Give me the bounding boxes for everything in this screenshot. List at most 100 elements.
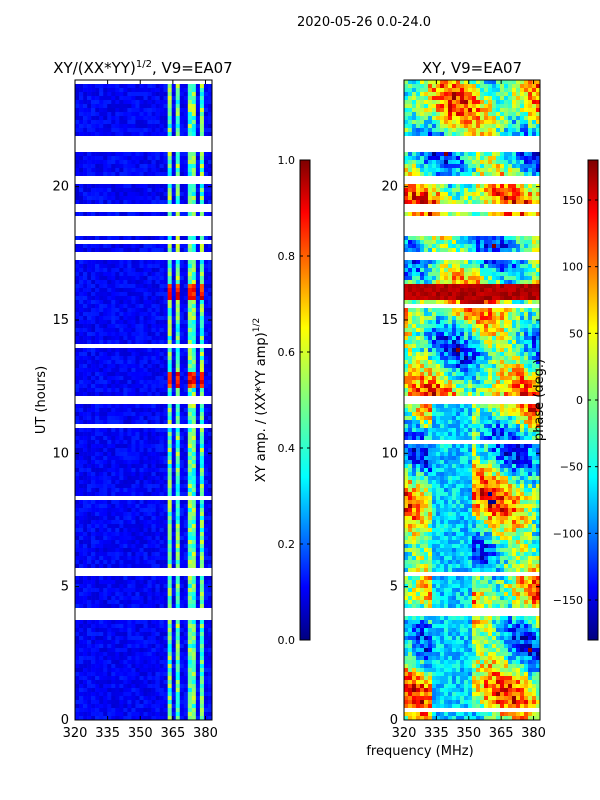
left-heatmap-cell xyxy=(179,168,185,173)
left-heatmap-cell xyxy=(171,284,177,289)
left-heatmap-cell xyxy=(111,172,116,177)
left-heatmap-cell xyxy=(87,112,92,117)
left-heatmap-cell xyxy=(91,244,96,249)
left-heatmap-cell xyxy=(119,148,124,153)
left-heatmap-cell xyxy=(151,620,156,625)
left-heatmap-cell xyxy=(203,176,209,181)
left-heatmap-cell xyxy=(131,472,136,477)
left-heatmap-cell xyxy=(159,156,164,161)
left-heatmap-cell xyxy=(103,380,108,385)
left-heatmap-cell xyxy=(103,232,108,237)
left-heatmap-cell xyxy=(179,444,185,449)
left-heatmap-cell xyxy=(119,304,124,309)
left-heatmap-cell xyxy=(123,364,128,369)
left-heatmap-cell xyxy=(179,264,185,269)
left-heatmap-cell xyxy=(103,84,108,89)
left-heatmap-cell xyxy=(87,284,92,289)
left-heatmap-cell xyxy=(183,504,189,509)
left-heatmap-cell xyxy=(143,140,148,145)
left-heatmap-cell xyxy=(203,480,209,485)
left-heatmap-cell xyxy=(123,332,128,337)
left-heatmap-cell xyxy=(195,348,201,353)
left-heatmap-cell xyxy=(83,468,88,473)
left-heatmap-cell xyxy=(107,400,112,405)
left-heatmap-cell xyxy=(115,92,120,97)
left-heatmap-cell xyxy=(191,488,197,493)
left-heatmap-cell xyxy=(127,652,132,657)
left-heatmap-cell xyxy=(115,660,120,665)
left-heatmap-cell xyxy=(203,216,209,221)
left-heatmap-cell xyxy=(123,436,128,441)
left-heatmap-cell xyxy=(75,612,80,617)
left-heatmap-cell xyxy=(107,232,112,237)
left-heatmap-cell xyxy=(123,144,128,149)
left-heatmap-cell xyxy=(175,336,181,341)
left-heatmap-cell xyxy=(135,92,140,97)
left-heatmap-cell xyxy=(95,312,100,317)
left-heatmap-cell xyxy=(187,664,193,669)
left-heatmap-cell xyxy=(187,508,193,513)
left-heatmap-cell xyxy=(167,448,173,453)
left-heatmap-cell xyxy=(151,480,156,485)
left-heatmap-cell xyxy=(143,508,148,513)
left-heatmap-cell xyxy=(91,224,96,229)
left-heatmap-cell xyxy=(107,100,112,105)
left-heatmap-cell xyxy=(139,576,144,581)
left-heatmap-cell xyxy=(143,180,148,185)
left-heatmap-cell xyxy=(191,532,197,537)
left-heatmap-cell xyxy=(83,276,88,281)
left-heatmap-cell xyxy=(183,196,189,201)
left-heatmap-cell xyxy=(199,592,205,597)
left-heatmap-cell xyxy=(91,624,96,629)
left-heatmap-cell xyxy=(111,288,116,293)
left-heatmap-cell xyxy=(195,396,201,401)
left-heatmap-cell xyxy=(127,492,132,497)
left-heatmap-cell xyxy=(203,488,209,493)
left-heatmap-cell xyxy=(171,304,177,309)
left-heatmap-cell xyxy=(199,320,205,325)
left-heatmap-cell xyxy=(135,572,140,577)
left-heatmap-cell xyxy=(207,192,212,197)
left-heatmap-cell xyxy=(171,540,177,545)
left-heatmap-cell xyxy=(111,212,116,217)
left-heatmap-cell xyxy=(123,516,128,521)
left-heatmap-cell xyxy=(83,208,88,213)
left-heatmap-cell xyxy=(107,568,112,573)
left-heatmap-cell xyxy=(75,252,80,257)
left-heatmap-cell xyxy=(139,444,144,449)
left-heatmap-cell xyxy=(99,188,104,193)
left-heatmap-cell xyxy=(119,400,124,405)
left-heatmap-cell xyxy=(191,364,197,369)
left-heatmap-cell xyxy=(147,120,152,125)
left-heatmap-cell xyxy=(183,404,189,409)
left-heatmap-cell xyxy=(183,92,189,97)
left-heatmap-cell xyxy=(119,272,124,277)
left-heatmap-cell xyxy=(159,152,164,157)
left-heatmap-cell xyxy=(179,564,185,569)
left-heatmap-cell xyxy=(155,580,160,585)
left-heatmap-cell xyxy=(179,524,185,529)
left-heatmap-cell xyxy=(151,564,156,569)
left-heatmap-cell xyxy=(195,660,201,665)
left-heatmap-cell xyxy=(195,576,201,581)
left-heatmap-cell xyxy=(123,480,128,485)
left-heatmap-cell xyxy=(107,648,112,653)
left-heatmap-cell xyxy=(151,576,156,581)
left-heatmap-cell xyxy=(175,576,181,581)
left-heatmap-cell xyxy=(103,252,108,257)
left-heatmap-cell xyxy=(183,256,189,261)
left-heatmap-cell xyxy=(87,120,92,125)
left-heatmap-cell xyxy=(91,504,96,509)
left-heatmap-cell xyxy=(91,600,96,605)
left-heatmap-cell xyxy=(79,516,84,521)
left-heatmap-cell xyxy=(199,140,205,145)
left-heatmap-cell xyxy=(115,460,120,465)
left-heatmap-cell xyxy=(183,288,189,293)
left-heatmap-cell xyxy=(175,392,181,397)
left-heatmap-cell xyxy=(107,640,112,645)
left-heatmap-cell xyxy=(83,652,88,657)
left-heatmap-cell xyxy=(151,592,156,597)
left-heatmap-cell xyxy=(127,88,132,93)
left-heatmap-cell xyxy=(83,304,88,309)
left-heatmap-cell xyxy=(131,268,136,273)
